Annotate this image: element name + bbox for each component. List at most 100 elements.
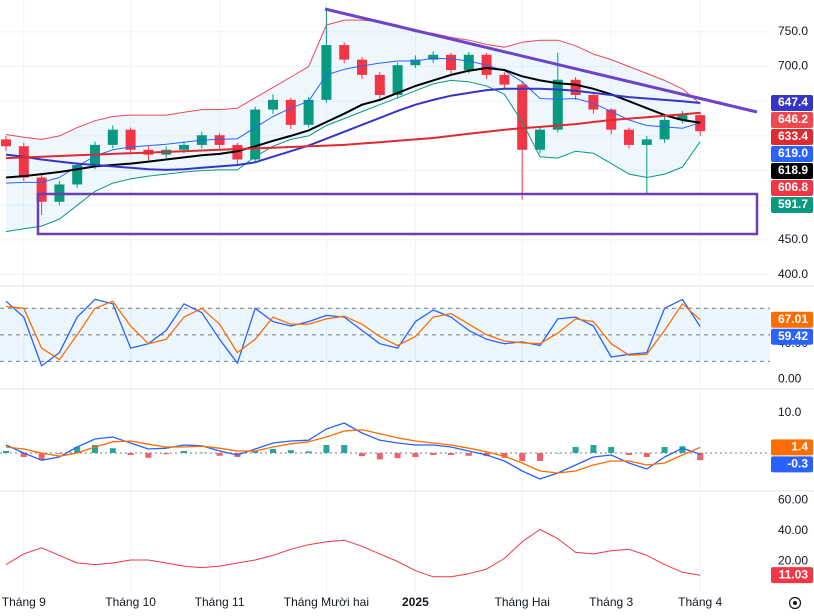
series-line xyxy=(5,67,701,179)
x-tick-label: Tháng Mười hai xyxy=(284,595,369,609)
y-tick-label: 0.00 xyxy=(778,371,802,385)
histogram-bar xyxy=(376,453,383,460)
settings-icon-dot xyxy=(793,601,797,605)
candle-body xyxy=(463,54,474,71)
x-tick-label: 2025 xyxy=(402,595,429,609)
series-line xyxy=(5,79,701,233)
last-value-box xyxy=(771,112,813,129)
histogram-bar xyxy=(501,453,508,458)
histogram-bar xyxy=(56,453,63,454)
candle-body xyxy=(410,59,421,66)
last-value-box xyxy=(771,439,813,456)
x-tick-label: Tháng 4 xyxy=(678,595,722,609)
candle-body xyxy=(446,54,456,71)
last-value-box xyxy=(771,328,813,345)
histogram-bar xyxy=(92,445,98,453)
series-line xyxy=(5,87,701,171)
histogram-bar xyxy=(643,453,650,457)
y-tick-label: 450.0 xyxy=(778,232,808,246)
last-value-box xyxy=(771,146,813,163)
last-value-label: 633.4 xyxy=(778,129,808,143)
trend-line xyxy=(324,7,758,114)
y-tick-label: 750.0 xyxy=(778,24,808,38)
histogram-bar xyxy=(323,445,330,453)
candle-body xyxy=(428,54,439,60)
histogram-bar xyxy=(270,449,276,453)
candle-body xyxy=(499,74,510,85)
candle-body xyxy=(250,109,261,160)
candle-body xyxy=(303,99,314,125)
last-value-box xyxy=(771,180,813,197)
candle-body xyxy=(1,139,11,147)
histogram-bar xyxy=(448,453,454,455)
histogram-bar xyxy=(341,445,348,453)
histogram-bar xyxy=(412,453,419,457)
histogram-bar xyxy=(626,453,632,455)
histogram-bar xyxy=(519,453,526,461)
histogram-bar xyxy=(305,451,312,453)
x-tick-label: Tháng 9 xyxy=(2,595,46,609)
last-value-labels: 647.4 646.2 633.4 619.0 618.9 606.8 591.7 67.01… xyxy=(771,95,813,584)
series-line xyxy=(5,300,701,361)
support-zone xyxy=(36,192,759,236)
last-value-label: 11.03 xyxy=(779,567,809,581)
last-value-box xyxy=(771,129,813,146)
last-value-label: 606.8 xyxy=(778,180,808,194)
series-line xyxy=(5,111,701,160)
histogram-bar xyxy=(554,453,561,454)
candle-body xyxy=(357,59,367,75)
last-value-label: 67.01 xyxy=(778,312,808,326)
histogram-bar xyxy=(198,452,205,454)
histogram-bar xyxy=(74,447,81,453)
histogram-bar xyxy=(697,453,704,461)
histogram-bar xyxy=(109,448,116,453)
histogram-bar xyxy=(287,450,294,453)
last-value-box xyxy=(771,95,813,112)
last-value-label: -0.3 xyxy=(787,457,808,471)
x-tick-label: Tháng 10 xyxy=(105,595,156,609)
marks xyxy=(1,7,706,578)
histogram-bar xyxy=(20,453,27,457)
candle-body xyxy=(72,165,83,185)
candle-body xyxy=(179,144,189,150)
bollinger-fill xyxy=(6,20,701,232)
histogram-bar xyxy=(590,445,597,453)
histogram-bar xyxy=(465,453,472,456)
histogram-bar xyxy=(38,453,45,461)
last-value-box xyxy=(771,163,813,180)
settings-icon[interactable] xyxy=(788,596,802,610)
series-line xyxy=(5,422,701,480)
histogram-bar xyxy=(608,447,615,453)
x-tick-label: Tháng 11 xyxy=(195,595,245,609)
histogram-bar xyxy=(181,451,187,453)
series-line xyxy=(5,429,701,474)
candle-body xyxy=(321,45,332,100)
histogram-bar xyxy=(572,447,579,453)
drawings xyxy=(36,7,759,236)
histogram-bar xyxy=(679,446,686,453)
last-value-label: 1.4 xyxy=(791,440,808,454)
histogram-bar xyxy=(537,453,543,461)
y-tick-label: 10.0 xyxy=(778,405,802,419)
last-value-label: 591.7 xyxy=(778,197,808,211)
last-value-label: 618.9 xyxy=(778,163,808,177)
candle-body xyxy=(588,95,599,110)
last-value-box xyxy=(771,311,813,328)
last-value-label: 647.4 xyxy=(778,95,808,109)
histogram-bar xyxy=(145,453,152,458)
histogram-bar xyxy=(359,453,365,457)
x-tick-label: Tháng Hai xyxy=(495,595,550,609)
series-line xyxy=(5,529,701,578)
series-line xyxy=(5,298,701,367)
candle-body xyxy=(641,139,652,145)
histogram-bar xyxy=(661,447,668,453)
candle-body xyxy=(517,84,528,150)
candle-body xyxy=(659,119,670,140)
candle-body xyxy=(677,115,688,120)
histogram-bar xyxy=(216,453,223,456)
last-value-box xyxy=(771,197,813,214)
series-line xyxy=(5,19,701,140)
histogram-bar xyxy=(430,453,437,455)
